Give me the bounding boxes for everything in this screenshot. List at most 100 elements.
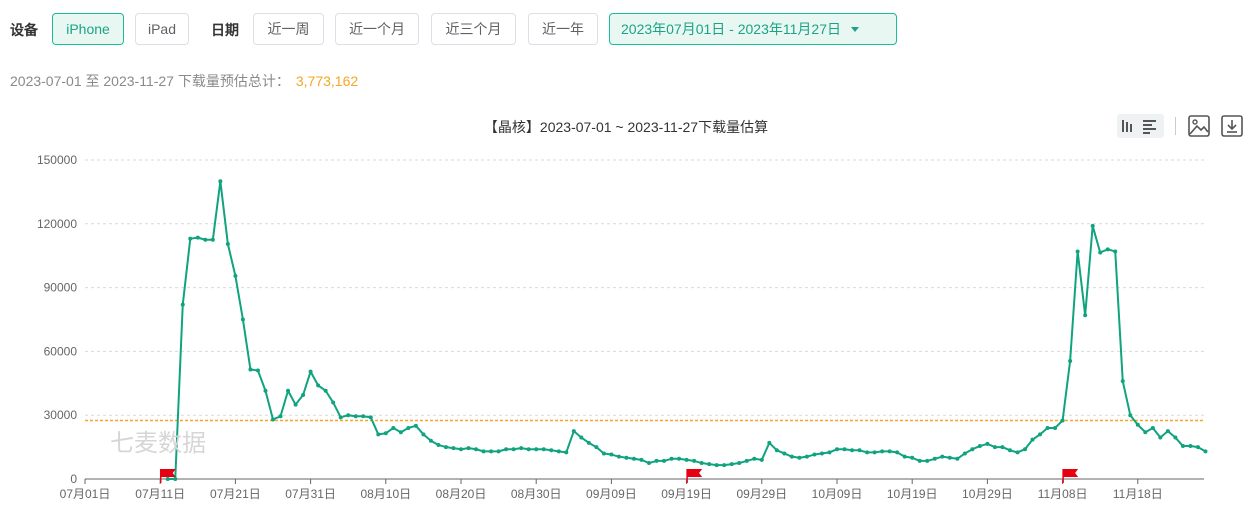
y-tick-label: 60000 [44,344,78,358]
data-point [218,179,223,184]
data-point [263,388,268,393]
range-three-months-button[interactable]: 近三个月 [431,13,516,45]
data-point [331,400,336,405]
x-tick-label: 11月08日 [1038,487,1088,501]
data-point [1173,435,1178,440]
data-point [1000,445,1005,450]
data-point [346,413,351,418]
data-point [1188,444,1193,449]
data-point [248,367,253,372]
data-point [1098,250,1103,255]
data-point [722,463,727,468]
data-point [1030,437,1035,442]
data-point [376,432,381,437]
x-tick-label: 09月19日 [661,487,712,501]
data-point [481,449,486,454]
data-point [534,447,539,452]
data-point [819,451,824,456]
date-range-picker[interactable]: 2023年07月01日 - 2023年11月27日 [609,13,897,45]
image-icon [1188,115,1210,137]
data-point [308,369,313,374]
data-point [669,456,674,461]
data-point [240,317,245,322]
data-point [985,441,990,446]
data-point [1090,223,1095,228]
data-point [647,461,651,466]
data-point [797,455,802,460]
range-week-button[interactable]: 近一周 [253,13,324,45]
data-point [1158,435,1163,440]
data-point [361,414,366,419]
device-ipad-button[interactable]: iPad [135,13,189,45]
y-tick-label: 0 [70,472,77,486]
flag-cloth [687,469,703,477]
date-range-value: 2023年07月01日 - 2023年11月27日 [621,21,841,37]
data-point [804,454,809,459]
data-point [451,446,456,451]
divider [1175,117,1176,135]
data-point [421,432,426,437]
data-point [1023,447,1027,452]
data-point [1075,249,1080,254]
data-point [955,456,960,461]
data-point [737,461,742,466]
data-point [1038,432,1043,437]
data-point [729,462,734,467]
data-point [383,431,388,436]
x-tick-label: 10月19日 [887,487,938,501]
range-year-button[interactable]: 近一年 [528,13,598,45]
data-point [677,456,682,461]
data-point [714,463,719,468]
data-point [970,447,975,452]
data-point [684,457,689,462]
data-point [774,448,779,453]
y-tick-label: 150000 [37,153,77,167]
data-point [466,446,471,451]
data-point [271,417,275,422]
flag-cloth [160,469,176,477]
data-point [255,368,260,373]
data-point [992,445,997,450]
data-point [624,455,629,460]
summary-text: 2023-07-01 至 2023-11-27 下载量预估总计： [10,73,290,89]
data-point [789,454,794,459]
data-point [1045,425,1050,430]
data-point [188,236,193,241]
data-point [1083,313,1088,318]
range-month-button[interactable]: 近一个月 [335,13,419,45]
x-tick-label: 10月09日 [812,487,863,501]
data-point [293,402,298,407]
data-point [368,415,373,420]
data-point [165,477,170,481]
bar-chart-icon [1122,120,1156,134]
download-summary: 2023-07-01 至 2023-11-27 下载量预估总计： 3,773,16… [10,71,358,91]
data-point [541,447,546,452]
bar-chart-toggle[interactable] [1117,114,1164,138]
data-point [895,450,900,455]
data-point [1150,425,1155,430]
data-point [398,430,403,435]
data-point [173,477,178,481]
data-point [662,458,667,463]
data-point [391,425,396,430]
data-point [631,456,636,461]
data-point [1105,247,1110,252]
data-point [857,448,862,453]
data-point [835,447,839,452]
data-point [767,440,772,445]
data-point [865,450,870,455]
flag-icon [686,469,703,483]
data-point [1165,429,1170,434]
download-button[interactable] [1220,114,1244,138]
device-iphone-button[interactable]: iPhone [52,13,124,45]
data-point [489,449,494,454]
data-point [225,242,230,247]
save-image-button[interactable] [1187,114,1211,138]
data-point [609,452,614,457]
data-point [1120,379,1125,384]
y-tick-label: 90000 [44,281,78,295]
data-point [474,447,479,452]
data-point [428,438,433,443]
data-point [511,447,516,452]
